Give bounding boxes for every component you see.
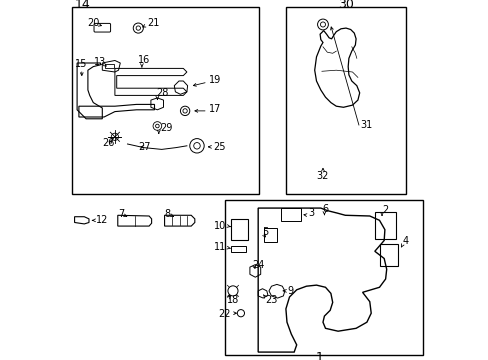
Text: 9: 9 — [286, 286, 292, 296]
Text: 18: 18 — [227, 294, 239, 305]
Text: 1: 1 — [316, 351, 324, 360]
Text: 2: 2 — [381, 204, 387, 215]
Text: 5: 5 — [261, 227, 267, 237]
Text: 15: 15 — [75, 59, 87, 69]
Bar — [230, 219, 247, 240]
Text: 3: 3 — [308, 208, 314, 218]
Text: 30: 30 — [337, 0, 353, 11]
Text: 11: 11 — [213, 242, 225, 252]
Text: 6: 6 — [321, 204, 327, 214]
Text: 29: 29 — [160, 123, 172, 133]
Bar — [264, 228, 276, 242]
Text: 28: 28 — [156, 88, 168, 98]
Bar — [379, 244, 397, 266]
Text: 12: 12 — [96, 215, 108, 225]
Bar — [374, 212, 396, 239]
Text: 32: 32 — [316, 171, 328, 181]
Bar — [280, 208, 301, 221]
Text: 27: 27 — [138, 142, 150, 152]
Bar — [285, 7, 405, 194]
Text: 23: 23 — [265, 294, 277, 305]
Text: 16: 16 — [138, 55, 150, 66]
Text: 10: 10 — [214, 221, 226, 231]
Text: 8: 8 — [164, 209, 170, 219]
Text: 17: 17 — [208, 104, 221, 114]
Text: 13: 13 — [94, 57, 106, 67]
Text: 22: 22 — [218, 309, 230, 319]
Text: 7: 7 — [118, 209, 124, 219]
Text: 14: 14 — [74, 0, 90, 11]
Text: 19: 19 — [208, 75, 220, 85]
Bar — [224, 200, 422, 355]
Bar — [230, 246, 245, 252]
Text: 31: 31 — [360, 120, 372, 130]
Text: 4: 4 — [402, 236, 408, 246]
Text: 26: 26 — [102, 138, 115, 148]
Text: 20: 20 — [87, 18, 99, 28]
Text: 21: 21 — [147, 18, 160, 28]
Text: 24: 24 — [252, 260, 264, 270]
Text: 25: 25 — [212, 142, 225, 152]
Bar — [72, 7, 258, 194]
